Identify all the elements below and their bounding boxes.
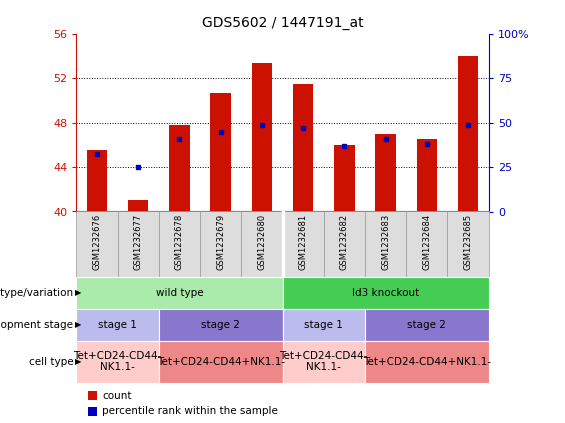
Bar xyxy=(76,277,282,309)
Bar xyxy=(251,63,272,212)
Text: GSM1232681: GSM1232681 xyxy=(299,214,307,270)
Bar xyxy=(365,212,406,277)
Text: Tet+CD24-CD44+NK1.1-: Tet+CD24-CD44+NK1.1- xyxy=(363,357,491,367)
Bar xyxy=(159,309,282,341)
Text: GSM1232676: GSM1232676 xyxy=(93,214,101,270)
Text: Tet+CD24-CD44+NK1.1-: Tet+CD24-CD44+NK1.1- xyxy=(157,357,285,367)
Text: stage 2: stage 2 xyxy=(407,320,446,330)
Bar xyxy=(293,84,314,212)
Bar xyxy=(447,212,489,277)
Text: GSM1232685: GSM1232685 xyxy=(464,214,472,270)
Bar xyxy=(282,309,365,341)
Bar xyxy=(159,341,282,383)
Text: GSM1232684: GSM1232684 xyxy=(423,214,431,270)
Text: ▶: ▶ xyxy=(75,320,82,329)
Bar xyxy=(86,151,107,212)
Bar xyxy=(76,212,118,277)
Bar xyxy=(375,134,396,212)
Text: GSM1232683: GSM1232683 xyxy=(381,214,390,270)
Bar xyxy=(282,277,489,309)
Text: development stage: development stage xyxy=(0,320,73,330)
Text: cell type: cell type xyxy=(29,357,73,367)
Bar xyxy=(76,309,159,341)
Bar xyxy=(169,125,190,212)
Bar xyxy=(282,212,324,277)
Title: GDS5602 / 1447191_at: GDS5602 / 1447191_at xyxy=(202,16,363,30)
Text: ▶: ▶ xyxy=(75,357,82,366)
Bar xyxy=(334,145,355,212)
Bar xyxy=(406,212,447,277)
Text: ▶: ▶ xyxy=(75,288,82,297)
Text: stage 2: stage 2 xyxy=(201,320,240,330)
Text: GSM1232680: GSM1232680 xyxy=(258,214,266,270)
Bar xyxy=(76,341,159,383)
Text: stage 1: stage 1 xyxy=(98,320,137,330)
Text: count: count xyxy=(102,390,132,401)
Text: percentile rank within the sample: percentile rank within the sample xyxy=(102,406,278,416)
Bar xyxy=(416,139,437,212)
Bar xyxy=(458,56,479,212)
Bar xyxy=(159,212,200,277)
Text: GSM1232679: GSM1232679 xyxy=(216,214,225,270)
Bar xyxy=(365,341,489,383)
Text: stage 1: stage 1 xyxy=(305,320,343,330)
Bar xyxy=(365,309,489,341)
Bar xyxy=(241,212,282,277)
Text: GSM1232682: GSM1232682 xyxy=(340,214,349,270)
Text: ld3 knockout: ld3 knockout xyxy=(352,288,419,298)
Bar xyxy=(324,212,365,277)
Text: genotype/variation: genotype/variation xyxy=(0,288,73,298)
Text: wild type: wild type xyxy=(155,288,203,298)
Bar xyxy=(282,341,365,383)
Text: Tet+CD24-CD44-
NK1.1-: Tet+CD24-CD44- NK1.1- xyxy=(280,351,368,373)
Bar xyxy=(128,201,149,212)
Bar xyxy=(210,93,231,212)
Bar xyxy=(200,212,241,277)
Text: GSM1232678: GSM1232678 xyxy=(175,214,184,270)
Text: GSM1232677: GSM1232677 xyxy=(134,214,142,270)
Bar xyxy=(118,212,159,277)
Text: Tet+CD24-CD44-
NK1.1-: Tet+CD24-CD44- NK1.1- xyxy=(73,351,162,373)
